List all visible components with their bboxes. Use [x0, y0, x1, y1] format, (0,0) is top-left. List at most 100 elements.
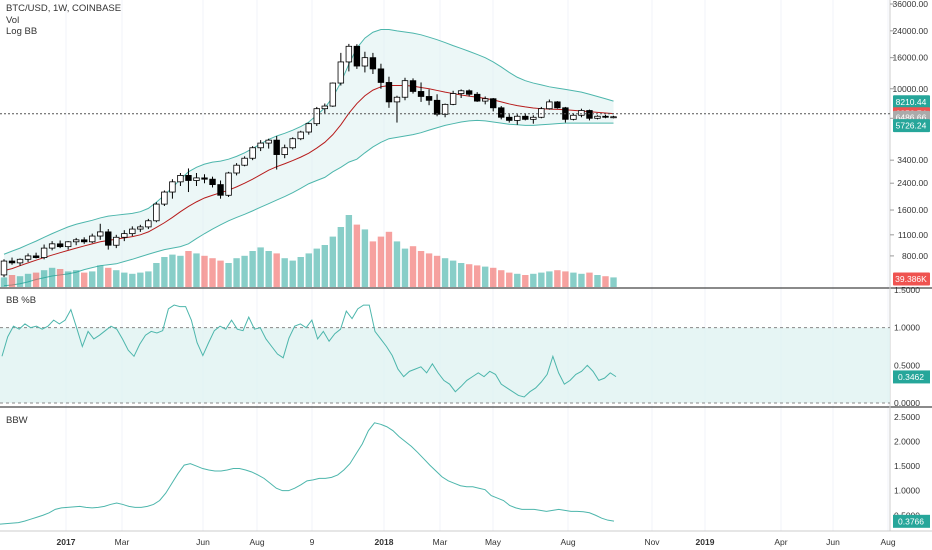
- candle-body: [449, 93, 457, 105]
- candle: [321, 103, 328, 114]
- volume-bar: [297, 257, 304, 287]
- candle: [40, 244, 48, 260]
- candle-body: [345, 45, 353, 63]
- candle: [97, 223, 104, 240]
- pctb-value-badge: 0.3462: [898, 372, 924, 382]
- candle: [289, 137, 296, 150]
- candle-body: [490, 98, 497, 109]
- volume-bar: [89, 271, 96, 287]
- candle: [506, 114, 513, 123]
- symbol-label[interactable]: BTC/USD, 1W, COINBASE: [6, 3, 122, 14]
- time-axis[interactable]: 2017 Mar Jun Aug 9 2018 Mar May Aug Nov 2019 Apr Jun…: [57, 537, 896, 547]
- candle-body: [377, 68, 385, 83]
- candle: [578, 108, 585, 118]
- pctb-label[interactable]: BB %B: [6, 295, 37, 306]
- volume-bar: [449, 260, 457, 287]
- pctb-line[interactable]: [1, 304, 617, 398]
- volume-bar: [401, 248, 409, 287]
- candle: [24, 253, 32, 262]
- candle-body: [225, 172, 232, 196]
- volume-bar: [473, 265, 481, 287]
- candle-body: [369, 57, 377, 70]
- candle: [169, 179, 176, 199]
- bbw-legend: BBW: [6, 415, 28, 427]
- pctb-tick-label: 0.0000: [894, 398, 920, 408]
- candle: [361, 51, 369, 73]
- candle: [297, 130, 304, 141]
- candle-body: [241, 157, 248, 166]
- volume-bar: [257, 247, 264, 287]
- time-tick-label: 9: [310, 537, 315, 547]
- pctb-tick-label: 1.0000: [894, 323, 920, 333]
- candle-body: [0, 260, 8, 276]
- candle: [249, 146, 256, 161]
- candle-body: [289, 138, 296, 149]
- volume-bar: [289, 260, 296, 287]
- candle-body: [353, 45, 361, 67]
- candle: [433, 94, 441, 117]
- volume-label[interactable]: Vol: [6, 14, 20, 26]
- volume-bar: [48, 267, 56, 287]
- candle: [530, 115, 537, 124]
- volume-bar: [193, 253, 200, 287]
- candle: [0, 259, 8, 278]
- candle: [81, 237, 88, 244]
- candle: [457, 89, 465, 98]
- bollinger-band-area: [3, 28, 614, 287]
- candle: [129, 226, 136, 237]
- candle-body: [145, 220, 152, 228]
- price-candles[interactable]: [0, 43, 617, 278]
- bb-label[interactable]: Log BB: [6, 26, 38, 37]
- pctb-tick-label: 1.5000: [894, 285, 920, 295]
- candle-body: [570, 114, 577, 120]
- candle: [177, 172, 184, 187]
- volume-bar: [393, 241, 401, 287]
- volume-bar: [530, 273, 537, 287]
- candle: [353, 44, 361, 69]
- candle-body: [32, 255, 40, 258]
- candle-body: [233, 164, 240, 174]
- bbw-label[interactable]: BBW: [6, 415, 28, 426]
- candle-body: [177, 175, 184, 183]
- volume-bar: [217, 260, 224, 287]
- candle: [538, 106, 545, 119]
- volume-bar: [233, 258, 240, 287]
- price-tick-label: 10000.00: [893, 84, 929, 94]
- candle: [369, 52, 377, 74]
- candle-body: [522, 115, 529, 120]
- volume-bar: [385, 231, 393, 287]
- candle-body: [97, 231, 104, 237]
- candle: [514, 114, 521, 125]
- volume-bar: [506, 272, 513, 287]
- time-tick-label: Nov: [644, 537, 660, 547]
- candle: [8, 257, 16, 265]
- volume-bar: [554, 270, 561, 287]
- candle: [105, 229, 112, 250]
- volume-bar: [329, 236, 337, 287]
- volume-bar: [137, 272, 144, 287]
- candle: [273, 135, 280, 170]
- pctb-axis[interactable]: 1.5000 1.0000 0.5000 0.0000 0.3462: [893, 285, 930, 408]
- candle: [602, 114, 609, 119]
- volume-bar: [377, 236, 385, 287]
- candle-body: [113, 236, 120, 246]
- volume-bar: [40, 270, 48, 287]
- candle-body: [393, 96, 401, 103]
- bbw-line[interactable]: [0, 422, 615, 525]
- candle: [64, 241, 72, 250]
- candle: [586, 109, 593, 121]
- candle: [425, 89, 433, 106]
- candle-body: [321, 105, 328, 110]
- volume-bar: [241, 255, 248, 287]
- volume-bar: [546, 271, 553, 287]
- time-tick-label: Aug: [560, 537, 575, 547]
- price-tick-label: 1100.00: [898, 230, 928, 240]
- pctb-band-fill: [0, 327, 890, 403]
- candle: [265, 138, 272, 149]
- bb-width-pane: [0, 422, 615, 525]
- time-tick-label: Mar: [433, 537, 448, 547]
- candle-body: [169, 181, 176, 193]
- volume-badge: 39.386K: [895, 274, 927, 284]
